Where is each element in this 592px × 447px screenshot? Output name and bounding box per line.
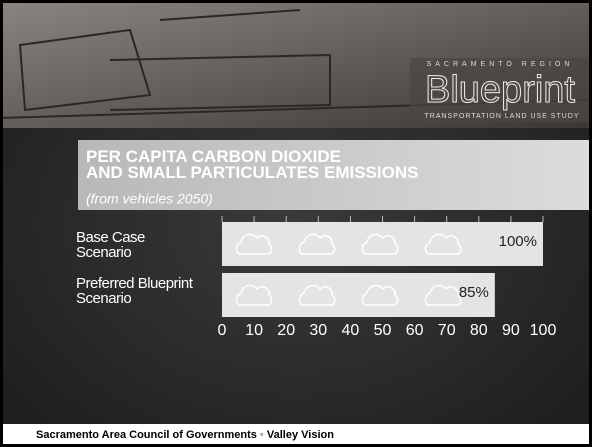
banner-study: TRANSPORTATION LAND USE STUDY [424, 113, 579, 120]
x-tick-label: 40 [342, 322, 360, 339]
slide: SACRAMENTO REGION Blueprint TRANSPORTATI… [0, 0, 592, 447]
x-tick-label: 60 [406, 322, 424, 339]
x-tick-label: 0 [218, 322, 227, 339]
x-tick-label: 20 [277, 322, 295, 339]
bar [222, 273, 495, 317]
banner-region: SACRAMENTO REGION [427, 61, 574, 68]
footer-text: Sacramento Area Council of Governments ◦… [36, 429, 334, 441]
x-tick-label: 50 [374, 322, 392, 339]
banner-brand: Blueprint [425, 69, 575, 111]
x-tick-label: 90 [502, 322, 520, 339]
x-tick-label: 80 [470, 322, 488, 339]
x-tick-label: 30 [309, 322, 327, 339]
x-tick-label: 10 [245, 322, 263, 339]
x-tick-label: 70 [438, 322, 456, 339]
x-tick-label: 100 [530, 322, 557, 339]
value-label: 85% [459, 284, 489, 301]
category-label: Base Case Scenario [76, 230, 156, 260]
value-label: 100% [499, 233, 537, 250]
chart-subtitle: (from vehicles 2050) [86, 191, 213, 207]
chart: SACRAMENTO REGION Blueprint TRANSPORTATI… [0, 0, 592, 447]
category-label: Preferred Blueprint Scenario [76, 276, 226, 306]
